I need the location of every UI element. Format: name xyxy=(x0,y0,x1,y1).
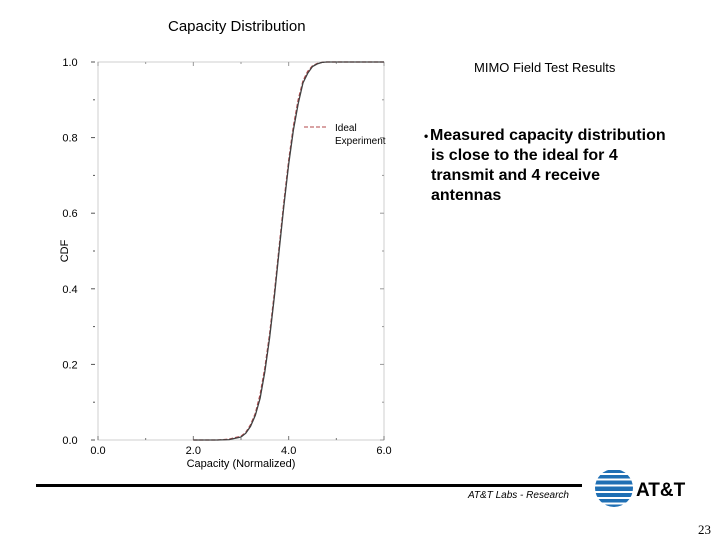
footer-divider xyxy=(36,484,582,487)
x-tick-label: 2.0 xyxy=(186,445,201,457)
y-tick-label: 0.8 xyxy=(62,133,77,145)
plot-frame xyxy=(97,61,385,441)
page-number: 23 xyxy=(698,522,711,537)
slide-subtitle: MIMO Field Test Results xyxy=(474,60,616,75)
y-tick-label: 1.0 xyxy=(62,57,77,69)
y-tick-label: 0.2 xyxy=(62,359,77,371)
logo-wordmark: AT&T xyxy=(636,480,686,501)
x-tick-label: 6.0 xyxy=(376,445,391,457)
series-line-ideal xyxy=(193,61,384,441)
y-axis-label: CDF xyxy=(59,239,71,262)
series-line-experiment xyxy=(193,61,384,441)
y-tick-label: 0.6 xyxy=(62,208,77,220)
x-tick-label: 0.0 xyxy=(90,445,105,457)
footer-text: AT&T Labs - Research xyxy=(468,490,569,501)
y-tick-label: 0.4 xyxy=(62,284,77,296)
bullet-text: Measured capacity distribution is close … xyxy=(430,127,666,204)
bullet-point: • Measured capacity distribution is clos… xyxy=(424,126,674,206)
x-tick-label: 4.0 xyxy=(281,445,296,457)
legend-label: Ideal xyxy=(335,123,357,134)
att-logo: AT&T xyxy=(595,469,686,507)
y-tick-label: 0.0 xyxy=(62,435,77,447)
legend-label: Experiment xyxy=(335,136,386,147)
x-axis-label: Capacity (Normalized) xyxy=(187,458,296,470)
chart-title: Capacity Distribution xyxy=(168,18,306,35)
bullet-marker: • xyxy=(424,129,429,143)
